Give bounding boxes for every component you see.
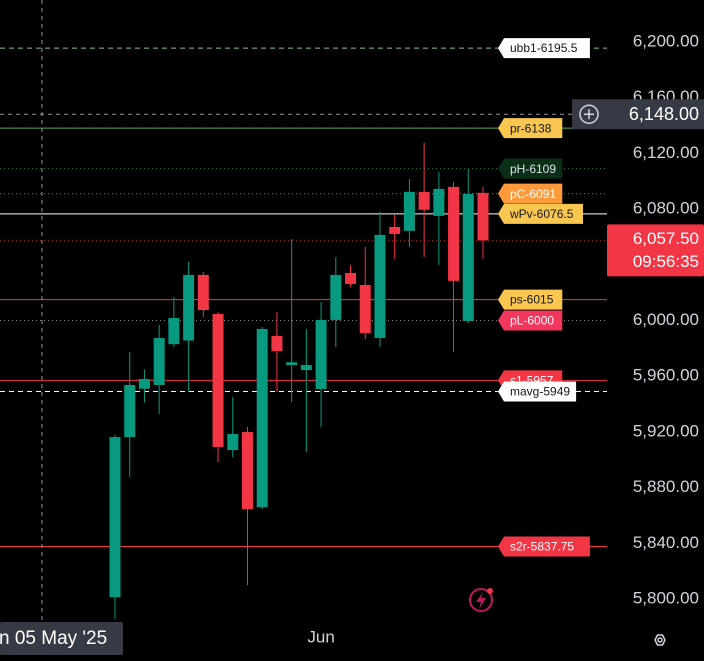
candle-body: [330, 274, 342, 320]
y-tick-label: 6,120.00: [633, 143, 699, 162]
current-price: 6,057.50: [633, 229, 699, 248]
candle-body: [374, 234, 386, 339]
y-tick-label: 5,840.00: [633, 533, 699, 552]
candle-body: [197, 274, 209, 311]
candle-body: [212, 313, 224, 447]
add-icon[interactable]: [579, 104, 599, 125]
level-label: pr-6138: [510, 121, 552, 135]
level-label: mavg-5949: [510, 385, 570, 399]
level-tag: [498, 310, 563, 331]
current-price-box: [607, 224, 704, 277]
crosshair-price: 6,148.00: [629, 104, 699, 124]
level-tag: [498, 158, 563, 179]
level-tag: [498, 289, 563, 310]
crosshair-date: n 05 May '25: [0, 628, 107, 649]
level-label: wPv-6076.5: [509, 207, 574, 221]
candle-body: [124, 384, 136, 438]
level-label: pL-6000: [510, 314, 554, 328]
level-tag: [498, 118, 563, 139]
candle-body: [109, 437, 121, 598]
settings-icon[interactable]: [654, 634, 666, 646]
candle-body: [359, 284, 371, 334]
add-icon-plus: [584, 109, 594, 120]
overlay: 5,800.00 5,840.00 5,880.00 5,920.00 5,960.00…: [307, 31, 704, 646]
countdown: 09:56:35: [633, 252, 699, 271]
candle-body: [433, 188, 445, 216]
candle-body: [315, 319, 327, 390]
date-label-box: [0, 622, 123, 655]
candle-body: [138, 378, 150, 389]
candle-body: [418, 191, 430, 210]
y-tick-label: 6,080.00: [633, 198, 699, 217]
level-label: pC-6091: [510, 187, 556, 201]
level-label: s2r-5837.75: [510, 540, 574, 554]
candle-body: [271, 335, 283, 352]
candle-body: [462, 193, 474, 322]
candle-body: [168, 317, 180, 345]
candle-body: [448, 186, 460, 281]
lightning-icon[interactable]: [469, 588, 493, 612]
candle-body: [477, 192, 489, 241]
candle-body: [153, 338, 165, 385]
y-tick-label: 6,000.00: [633, 310, 699, 329]
candle-body: [183, 274, 195, 341]
level-tag: [498, 183, 563, 204]
y-tick-label: 5,960.00: [633, 366, 699, 385]
candle-body: [300, 365, 312, 371]
level-label: pH-6109: [510, 162, 556, 176]
level-label: ps-6015: [510, 293, 554, 307]
candle-body: [389, 226, 401, 234]
level-tag: [498, 38, 590, 59]
level-tag: [498, 381, 577, 402]
candle-body: [403, 191, 415, 231]
y-tick-label: 5,920.00: [633, 421, 699, 440]
y-tick-label: 5,800.00: [633, 589, 699, 608]
candle-body: [241, 432, 253, 510]
candle-body: [345, 272, 357, 284]
y-tick-label: 5,880.00: [633, 477, 699, 496]
candle-body: [227, 434, 239, 451]
x-tick-label: Jun: [307, 627, 334, 646]
candle-body: [256, 328, 268, 508]
level-label: ubb1-6195.5: [510, 41, 578, 55]
level-tag: [498, 203, 583, 224]
candle-body: [286, 362, 298, 366]
y-tick-label: 6,200.00: [633, 31, 699, 50]
level-tag: [498, 536, 590, 557]
